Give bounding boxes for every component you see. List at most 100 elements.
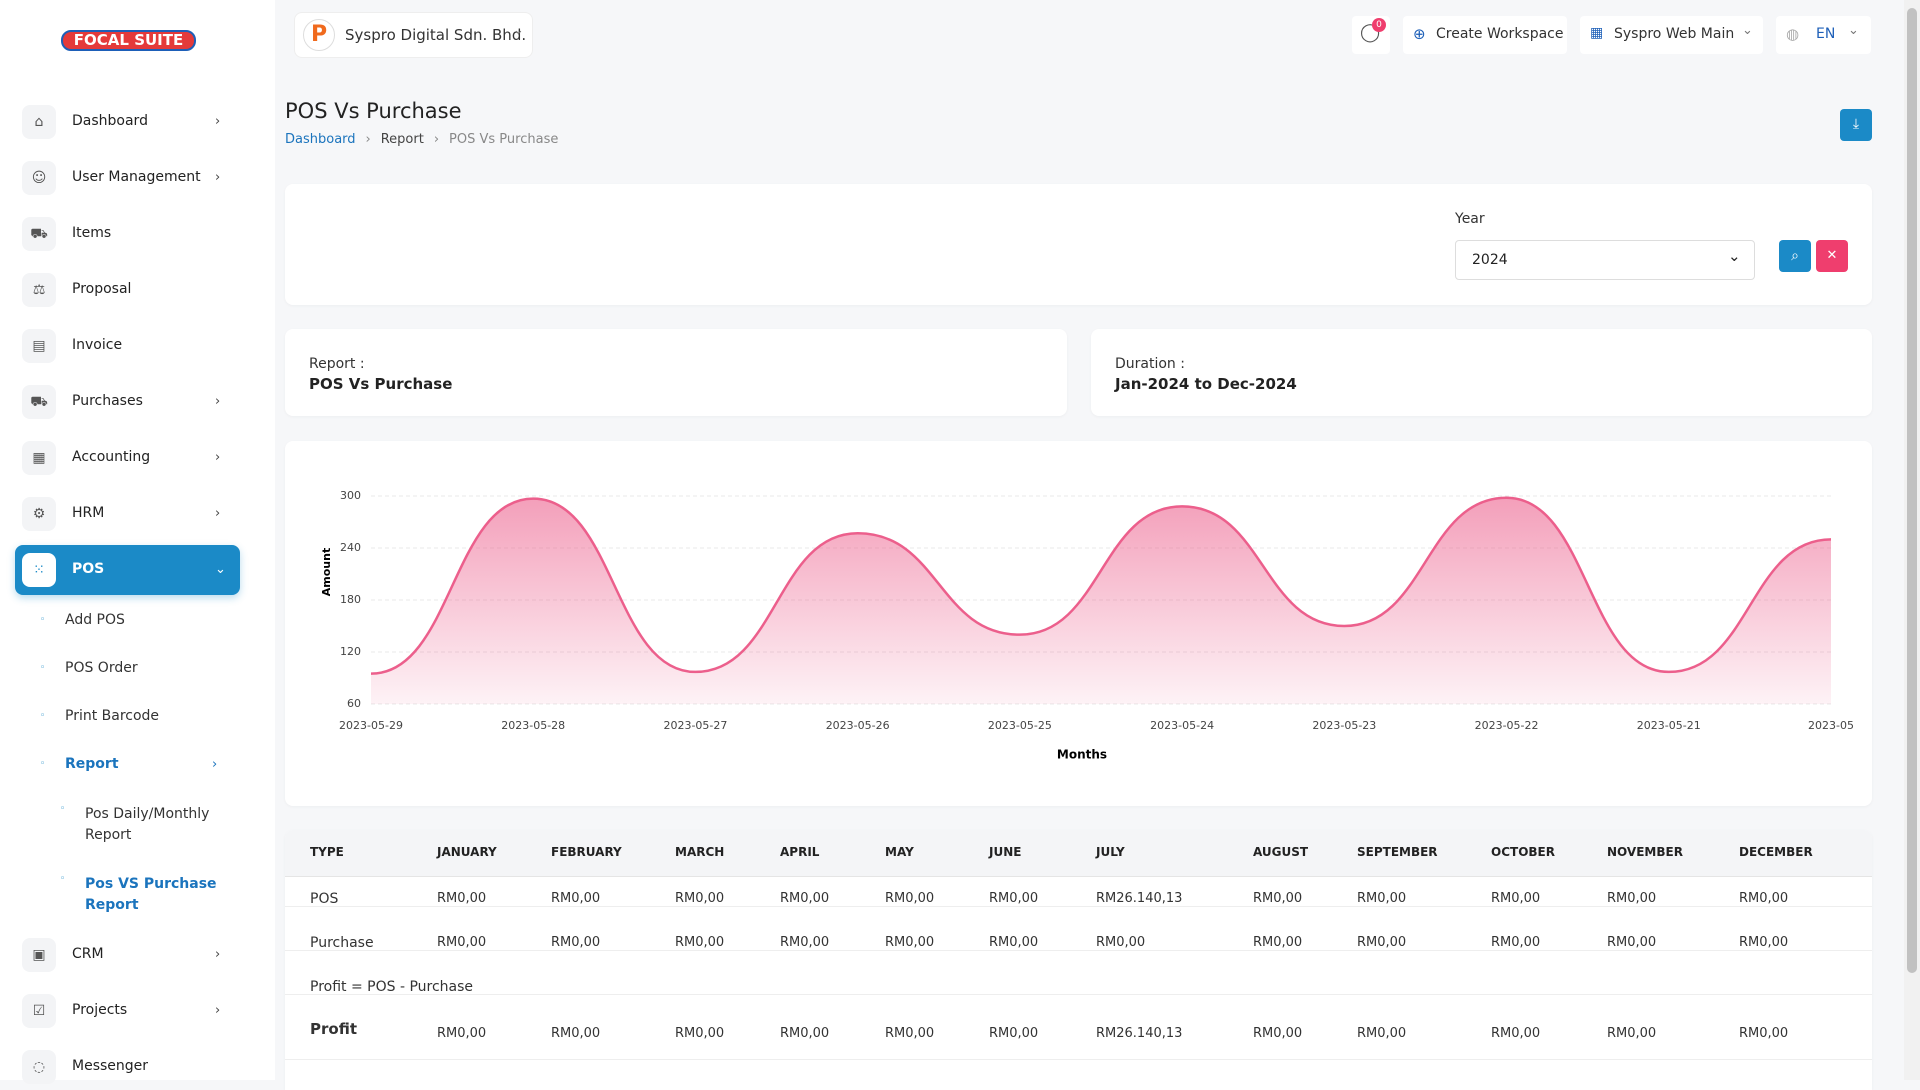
sub-item[interactable]: Print Barcode	[65, 708, 160, 724]
td: RM0,00	[1491, 935, 1541, 950]
x-tick-label: 2023-05-23	[1312, 719, 1376, 732]
sub-dot: ◦	[40, 759, 46, 769]
workspace: Syspro Web Main	[1614, 26, 1735, 42]
menu-chevron: ›	[215, 1003, 221, 1018]
th: AUGUST	[1253, 845, 1309, 859]
chevron: ⌄	[1728, 247, 1741, 265]
td: RM26.140,13	[1096, 891, 1183, 906]
sub-dot: ◦	[60, 874, 66, 884]
ws-icon: ▦	[1590, 25, 1604, 41]
create-workspace[interactable]: ⊕ Create Workspace	[1403, 16, 1567, 54]
td: RM0,00	[1607, 891, 1657, 906]
menu-icon: ◌	[22, 1050, 56, 1084]
th: TYPE	[310, 845, 344, 859]
menu-icon: ⛟	[22, 217, 56, 251]
info-value: Jan-2024 to Dec-2024	[1115, 375, 1297, 393]
company-select[interactable]: P Syspro Digital Sdn. Bhd. ⌄	[294, 12, 533, 58]
th: NOVEMBER	[1607, 845, 1683, 859]
th: JULY	[1096, 845, 1125, 859]
workspace-select[interactable]: ▦ Syspro Web Main ⌄	[1580, 16, 1763, 54]
td: RM0,00	[1739, 891, 1789, 906]
menu-item[interactable]: Proposal	[72, 281, 132, 297]
menu-item[interactable]: Invoice	[72, 337, 123, 353]
td: RM0,00	[1253, 891, 1303, 906]
td: RM0,00	[780, 1026, 830, 1041]
td: RM0,00	[1607, 935, 1657, 950]
td: Purchase	[310, 935, 374, 951]
globe: ◍	[1786, 25, 1800, 43]
sub-item[interactable]: Report	[65, 756, 119, 772]
plus-icon: ⊕	[1413, 25, 1426, 43]
sub-item[interactable]: POS Order	[65, 660, 138, 676]
menu-item[interactable]: User Management	[72, 169, 201, 185]
td: RM26.140,13	[1096, 1026, 1183, 1041]
td: RM0,00	[1357, 891, 1407, 906]
menu-item[interactable]: Items	[72, 225, 112, 241]
th: JUNE	[989, 845, 1022, 859]
menu-item[interactable]: POS	[72, 561, 105, 577]
menu-item[interactable]: HRM	[72, 505, 105, 521]
search-button[interactable]: ⌕	[1779, 240, 1811, 272]
td: RM0,00	[1739, 935, 1789, 950]
td: RM0,00	[437, 891, 487, 906]
sub-sub-item[interactable]: Pos VS Purchase Report	[85, 876, 217, 913]
td: RM0,00	[551, 935, 601, 950]
td: RM0,00	[885, 935, 935, 950]
y-axis-label: Amount	[320, 548, 333, 596]
td: RM0,00	[1739, 1026, 1789, 1041]
year-label: Year	[1455, 211, 1485, 227]
td: RM0,00	[1253, 1026, 1303, 1041]
menu-icon: ▦	[22, 441, 56, 475]
sub-item[interactable]: Add POS	[65, 612, 125, 628]
menu-chevron: ›	[215, 506, 221, 521]
menu-chevron: ⌄	[215, 562, 226, 577]
td: RM0,00	[675, 935, 725, 950]
menu-item[interactable]: Messenger	[72, 1058, 149, 1074]
th: OCTOBER	[1491, 845, 1555, 859]
menu-item[interactable]: CRM	[72, 946, 104, 962]
sub-sub-item[interactable]: Pos Daily/Monthly Report	[85, 806, 210, 843]
td: RM0,00	[675, 1026, 725, 1041]
td: RM0,00	[885, 891, 935, 906]
notifications[interactable]: ◯ 0	[1352, 16, 1390, 54]
x-tick-label: 2023-05	[1808, 719, 1854, 732]
th: FEBRUARY	[551, 845, 622, 859]
th: SEPTEMBER	[1357, 845, 1438, 859]
td: RM0,00	[1253, 935, 1303, 950]
year-select[interactable]: 2024 ⌄	[1455, 240, 1755, 280]
download-button[interactable]: ⤓	[1840, 109, 1872, 141]
y-tick-label: 300	[340, 489, 361, 502]
scroll-thumb[interactable]	[1907, 8, 1917, 973]
menu-item[interactable]: Accounting	[72, 449, 151, 465]
menu-chevron: ›	[215, 114, 221, 129]
menu-item[interactable]: Purchases	[72, 393, 143, 409]
th: MARCH	[675, 845, 725, 859]
td: RM0,00	[1096, 935, 1146, 950]
logo[interactable]: FOCAL SUITE	[61, 30, 196, 51]
td: RM0,00	[989, 935, 1039, 950]
area-line	[370, 496, 1832, 675]
td: RM0,00	[780, 935, 830, 950]
clear-button[interactable]: ✕	[1816, 240, 1848, 272]
crumb[interactable]: Dashboard	[285, 132, 356, 147]
sub-chevron: ›	[212, 757, 218, 772]
menu-item[interactable]: Dashboard	[72, 113, 148, 129]
td: RM0,00	[1491, 891, 1541, 906]
chevron: ⌄	[1848, 23, 1859, 38]
td: RM0,00	[1357, 935, 1407, 950]
menu-item[interactable]: Projects	[72, 1002, 128, 1018]
scrollbar[interactable]	[1904, 0, 1920, 1080]
sub-dot: ◦	[40, 663, 46, 673]
td: RM0,00	[989, 891, 1039, 906]
menu-icon: ☺	[22, 161, 56, 195]
menu-icon: ⚖	[22, 273, 56, 307]
crumb[interactable]: Report	[380, 132, 424, 147]
th: DECEMBER	[1739, 845, 1813, 859]
sub-dot: ◦	[40, 711, 46, 721]
row-border	[285, 906, 1872, 907]
row-border	[285, 950, 1872, 951]
row-border	[285, 1059, 1872, 1060]
td: Profit	[310, 1020, 357, 1038]
language-select[interactable]: ◍ EN ⌄	[1776, 16, 1871, 54]
menu-icon: ▤	[22, 329, 56, 363]
